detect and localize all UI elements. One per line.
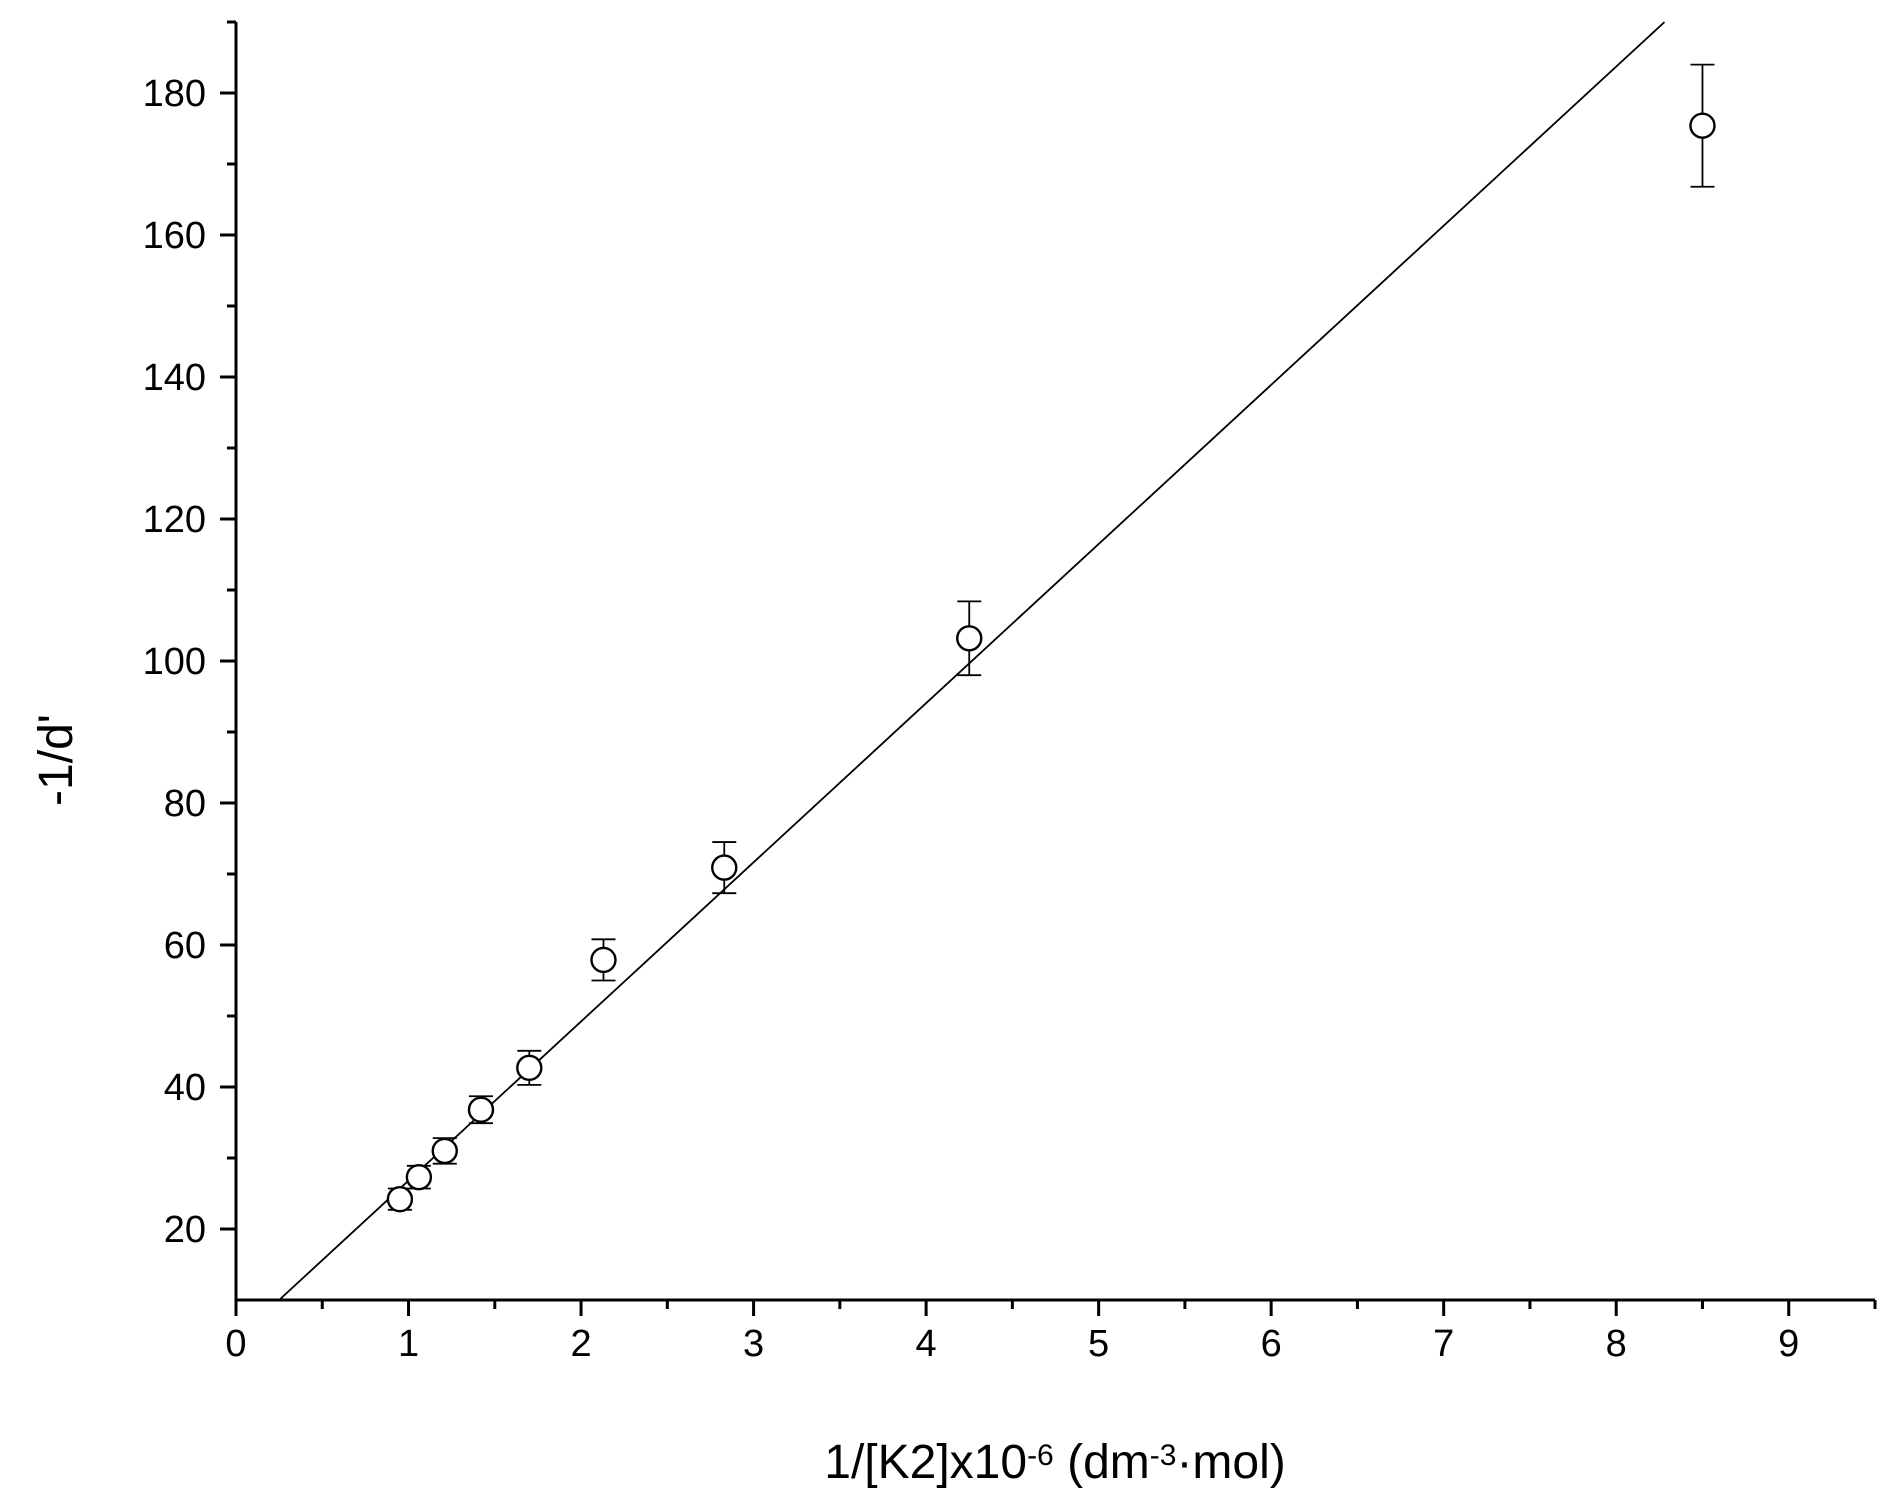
y-tick-label: 120 [143,499,206,541]
point-marker [711,854,738,881]
x-axis-title: 1/[K2]x10-6 (dm-3·mol) [824,1436,1286,1489]
point-marker [405,1163,433,1191]
x-tick-label: 1 [398,1323,419,1365]
x-axis-title-part: (dm [1054,1436,1150,1489]
y-tick-label: 40 [164,1067,206,1109]
data-point [516,1049,543,1086]
data-point [431,1137,458,1165]
x-tick-label: 4 [916,1323,937,1365]
x-tick-label: 2 [570,1323,591,1365]
y-tick-label: 180 [143,73,206,115]
data-point [467,1095,495,1125]
x-tick-label: 5 [1088,1323,1109,1365]
x-tick-label: 6 [1261,1323,1282,1365]
point-marker [590,946,617,974]
y-tick-label: 20 [164,1209,206,1251]
point-marker [1689,112,1716,139]
data-point [1689,63,1716,188]
y-tick-label: 100 [143,641,206,683]
y-tick-label: 160 [143,215,206,257]
data-point [386,1185,414,1213]
point-marker [431,1137,458,1165]
y-tick-label: 140 [143,357,206,399]
data-point [405,1163,433,1191]
fit-line [278,21,1666,1301]
x-axis-title-part: ·mol) [1176,1436,1285,1489]
x-axis-title-superscript: -3 [1150,1439,1177,1472]
x-tick-label: 9 [1778,1323,1799,1365]
data-points [386,63,1716,1213]
data-point [590,938,617,982]
x-tick-label: 7 [1433,1323,1454,1365]
x-axis-title-part: 1/[K2]x10 [824,1436,1027,1489]
x-tick-label: 8 [1606,1323,1627,1365]
point-marker [467,1096,495,1123]
y-tick-label: 80 [164,783,206,825]
fit-line-group [278,21,1666,1301]
point-marker [516,1054,543,1082]
x-tick-label: 0 [225,1323,246,1365]
y-axis-title: -1/d' [30,714,83,806]
data-point [956,600,983,677]
x-axis-ticks: 0 1 2 3 4 5 6 7 8 9 [225,1300,1877,1365]
point-marker [956,625,983,652]
y-tick-label: 60 [164,925,206,967]
y-axis-ticks: 20 40 60 80 100 120 140 160 180 [143,20,236,1251]
x-axis-title-superscript: -6 [1027,1439,1054,1472]
data-point [711,841,738,895]
point-marker [386,1185,414,1213]
x-tick-label: 3 [743,1323,764,1365]
